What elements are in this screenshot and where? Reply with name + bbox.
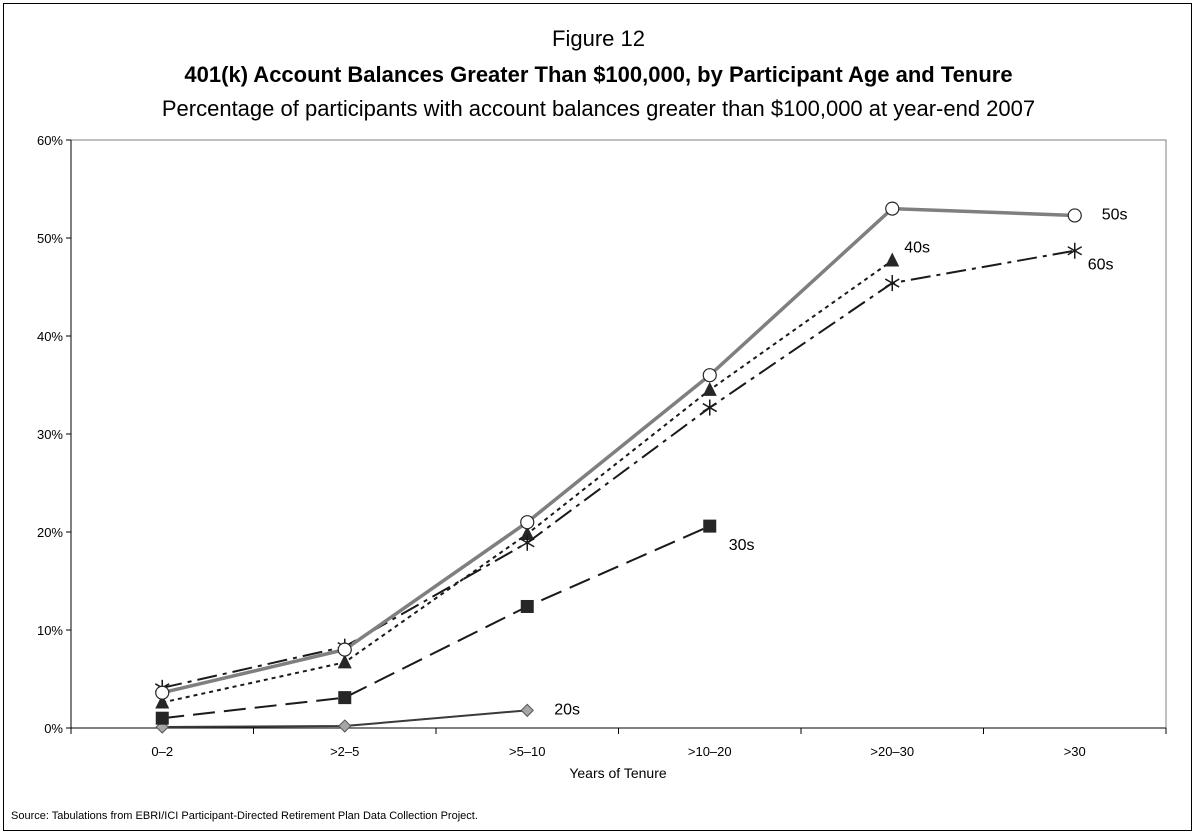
data-point-40s <box>702 381 717 396</box>
x-tick-label: >30 <box>1064 744 1086 759</box>
data-point-30s <box>155 711 169 725</box>
y-tick-label: 30% <box>37 427 63 442</box>
x-tick-label: >20–30 <box>870 744 914 759</box>
series-line-30s <box>162 525 711 720</box>
series-label-50s: 50s <box>1102 206 1128 223</box>
data-point-30s <box>338 691 352 705</box>
data-point-50s <box>702 368 717 383</box>
source-note: Source: Tabulations from EBRI/ICI Partic… <box>11 810 478 822</box>
data-point-50s <box>520 515 535 530</box>
plot-area <box>70 139 1167 729</box>
data-point-30s <box>520 599 534 613</box>
x-tick-label: 0–2 <box>151 744 173 759</box>
series-line-50s <box>161 206 1075 695</box>
data-point-20s <box>520 703 534 718</box>
series-label-30s: 30s <box>729 537 755 554</box>
data-point-60s <box>1067 242 1083 259</box>
y-tick-label: 10% <box>37 623 63 638</box>
data-point-60s <box>884 275 900 292</box>
data-point-50s <box>337 642 352 657</box>
data-point-40s <box>155 694 170 709</box>
data-point-40s <box>520 525 535 540</box>
data-point-60s <box>519 534 535 551</box>
series-label-20s: 20s <box>554 701 580 718</box>
series-label-40s: 40s <box>904 240 930 257</box>
data-point-30s <box>703 519 717 533</box>
y-tick-label: 0% <box>44 721 63 736</box>
data-point-40s <box>885 252 900 267</box>
x-tick-label: >5–10 <box>509 744 546 759</box>
chart-frame <box>3 3 1192 831</box>
x-tick-label: >2–5 <box>330 744 359 759</box>
x-tick-label: >10–20 <box>688 744 732 759</box>
data-point-50s <box>155 685 170 700</box>
data-point-50s <box>885 201 900 216</box>
x-axis-title: Years of Tenure <box>569 765 667 781</box>
data-point-60s <box>702 399 718 416</box>
y-tick-label: 60% <box>37 133 63 148</box>
figure-label: Figure 12 <box>552 26 645 51</box>
series-line-60s <box>162 249 1075 689</box>
y-tick-label: 20% <box>37 525 63 540</box>
data-point-20s <box>338 719 352 733</box>
series-label-60s: 60s <box>1088 257 1114 274</box>
data-point-40s <box>337 654 352 669</box>
chart-subtitle: Percentage of participants with account … <box>161 96 1036 121</box>
y-tick-label: 40% <box>37 329 63 344</box>
data-point-50s <box>1067 208 1082 223</box>
chart-title: 401(k) Account Balances Greater Than $10… <box>184 62 1013 87</box>
y-tick-label: 50% <box>37 231 63 246</box>
